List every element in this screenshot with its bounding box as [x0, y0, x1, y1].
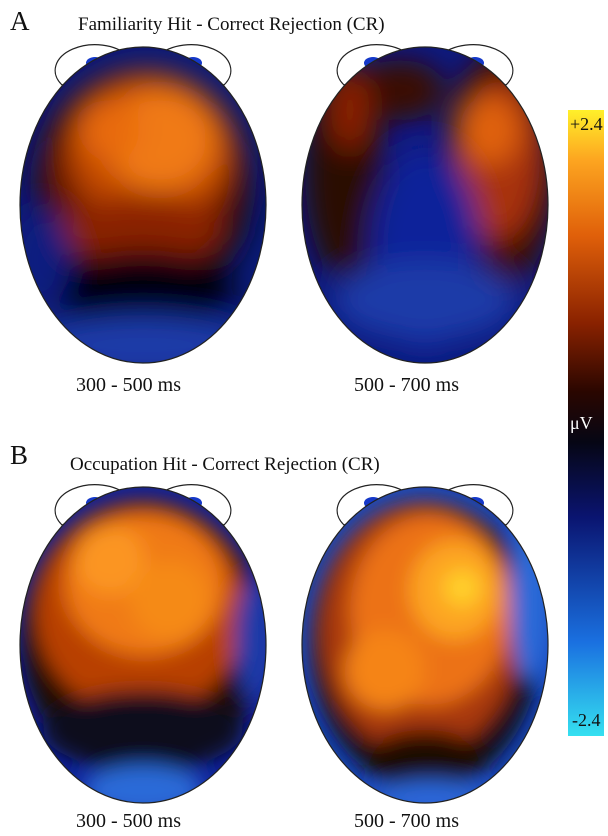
time-label-b-500-700: 500 - 700 ms: [354, 810, 459, 832]
colorbar-unit-label: μV: [570, 413, 593, 433]
panel-a-title: Familiarity Hit - Correct Rejection (CR): [78, 14, 385, 35]
head-outline: [301, 486, 549, 804]
head-outline: [19, 46, 267, 364]
time-label-b-300-500: 300 - 500 ms: [76, 810, 181, 832]
time-label-a-500-700: 500 - 700 ms: [354, 374, 459, 396]
panel-b-letter: B: [10, 440, 29, 470]
topomap-b-300-500: [19, 484, 267, 804]
colorbar-min-label: -2.4: [572, 710, 601, 730]
time-label-a-300-500: 300 - 500 ms: [76, 374, 181, 396]
topomap-a-300-500: [19, 44, 267, 364]
head-outline: [19, 486, 267, 804]
topomap-a-500-700: [301, 44, 549, 364]
head-outline: [301, 46, 549, 364]
panel-b-title: Occupation Hit - Correct Rejection (CR): [70, 454, 380, 475]
colorbar: [568, 110, 604, 736]
panel-a-letter: A: [10, 6, 30, 36]
topomap-b-500-700: [301, 484, 549, 804]
colorbar-max-label: +2.4: [570, 114, 603, 134]
